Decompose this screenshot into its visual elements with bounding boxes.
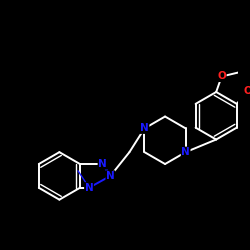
Text: N: N	[106, 171, 115, 181]
Text: O: O	[243, 86, 250, 97]
Text: O: O	[217, 72, 226, 82]
Text: N: N	[140, 124, 149, 134]
Text: N: N	[181, 147, 190, 157]
Text: N: N	[98, 159, 107, 169]
Text: N: N	[84, 183, 93, 193]
